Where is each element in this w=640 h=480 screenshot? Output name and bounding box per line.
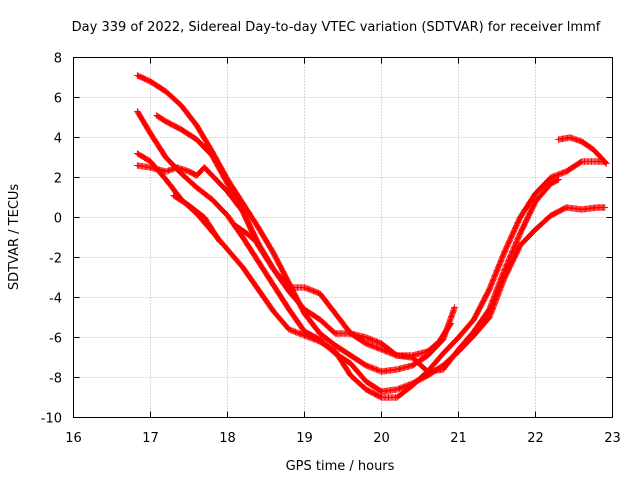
series-3-markers [134,150,608,401]
y-tick-label: -6 [49,332,62,347]
plot-frame [73,57,613,418]
series-6 [555,134,610,167]
series-8-markers [232,222,262,247]
data-series [134,72,610,401]
x-tick-label: 22 [527,431,544,446]
series-5 [153,112,454,359]
series-5-markers [153,112,454,359]
y-axis-label: SDTVAR / TECUs [7,184,22,291]
y-tick-label: 4 [54,132,62,147]
chart-title: Day 339 of 2022, Sidereal Day-to-day VTE… [72,20,601,35]
series-7 [170,192,223,245]
x-tick-label: 17 [142,431,159,446]
x-tick-label: 16 [65,431,82,446]
y-tick-label: -2 [49,252,62,267]
series-6-markers [555,134,610,167]
x-tick-label: 19 [296,431,313,446]
x-tick-labels: 16 17 18 19 20 21 22 23 [65,431,621,446]
x-axis-label: GPS time / hours [286,459,395,474]
x-tick-label: 20 [373,431,390,446]
series-7-markers [170,192,223,245]
y-tick-label: 2 [54,172,62,187]
y-tick-label: 0 [54,212,62,227]
y-tick-labels: -10 -8 -6 -4 -2 0 2 4 6 8 [41,52,62,427]
series-8 [232,222,262,247]
y-tick-label: -8 [49,372,62,387]
x-tick-label: 18 [219,431,236,446]
series-3 [134,150,608,401]
y-tick-label: 6 [54,92,62,107]
y-tick-label: -10 [41,412,62,427]
grid-lines [73,57,613,418]
x-tick-label: 23 [604,431,621,446]
x-tick-label: 21 [450,431,467,446]
y-tick-label: -4 [49,292,62,307]
y-tick-label: 8 [54,52,62,67]
